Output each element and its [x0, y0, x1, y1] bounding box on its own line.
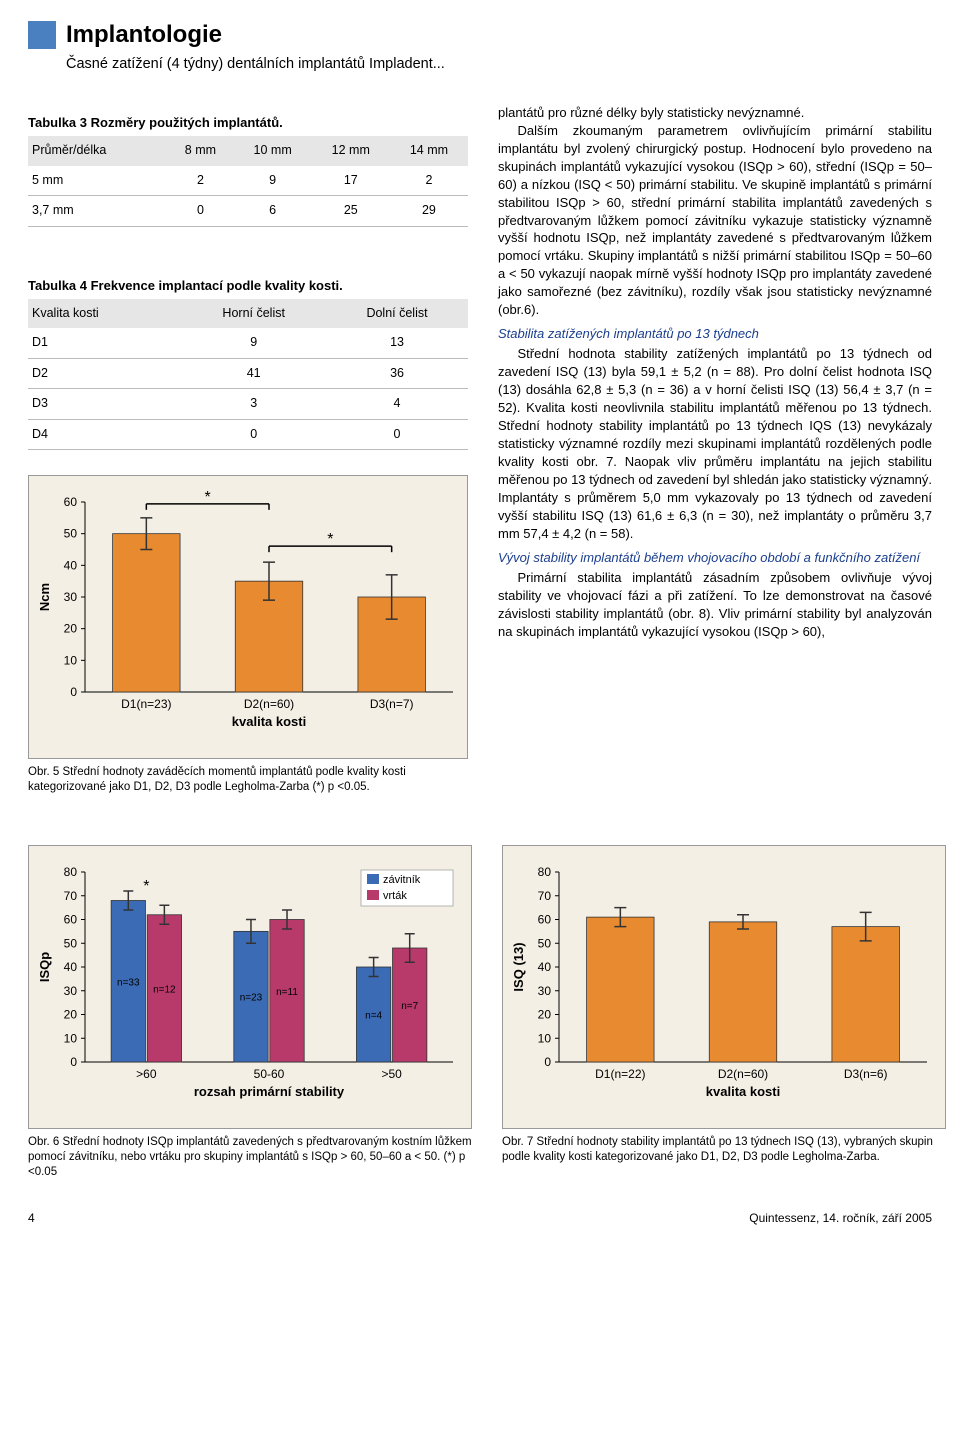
svg-text:40: 40: [64, 960, 78, 974]
svg-text:10: 10: [64, 1031, 78, 1045]
table3: Průměr/délka8 mm10 mm12 mm14 mm 5 mm2917…: [28, 136, 468, 227]
text-p2: Dalším zkoumaným parametrem ovlivňujícím…: [498, 122, 932, 319]
svg-text:n=7: n=7: [401, 1001, 418, 1012]
section-square-icon: [28, 21, 56, 49]
table4-title: Tabulka 4 Frekvence implantací podle kva…: [28, 277, 468, 295]
chart7-caption: Obr. 7 Střední hodnoty stability implant…: [502, 1135, 946, 1165]
svg-text:D1(n=23): D1(n=23): [121, 697, 171, 711]
page-number: 4: [28, 1210, 35, 1227]
svg-text:50-60: 50-60: [254, 1067, 285, 1081]
svg-text:n=33: n=33: [117, 977, 140, 988]
text-p3: Střední hodnota stability zatížených imp…: [498, 345, 932, 542]
table-row: 5 mm29172: [28, 166, 468, 196]
svg-text:*: *: [143, 878, 149, 895]
table-row: D24136: [28, 358, 468, 389]
table-header: 14 mm: [390, 136, 468, 166]
svg-text:50: 50: [64, 527, 78, 541]
text-p4: Primární stabilita implantátů zásadním z…: [498, 569, 932, 641]
table-header: Průměr/délka: [28, 136, 167, 166]
table-header: Horní čelist: [181, 299, 326, 329]
svg-text:vrták: vrták: [383, 890, 407, 902]
svg-text:0: 0: [544, 1055, 551, 1069]
section-title: Implantologie: [66, 18, 222, 52]
svg-text:30: 30: [64, 984, 78, 998]
text-p1: plantátů pro různé délky byly statistick…: [498, 104, 932, 122]
svg-text:n=12: n=12: [153, 984, 176, 995]
svg-text:D3(n=7): D3(n=7): [370, 697, 414, 711]
section-header: Implantologie: [28, 18, 932, 52]
svg-text:20: 20: [64, 622, 78, 636]
svg-text:kvalita kosti: kvalita kosti: [232, 714, 306, 729]
heading-vyvoj: Vývoj stability implantátů během vhojova…: [498, 549, 932, 567]
table-header: Kvalita kosti: [28, 299, 181, 329]
svg-text:ISQ (13): ISQ (13): [511, 942, 526, 991]
table4: Kvalita kostiHorní čelistDolní čelist D1…: [28, 299, 468, 451]
svg-text:Ncm: Ncm: [37, 583, 52, 611]
svg-text:10: 10: [64, 654, 78, 668]
svg-text:80: 80: [538, 865, 552, 879]
svg-text:20: 20: [64, 1008, 78, 1022]
table3-title: Tabulka 3 Rozměry použitých implantátů.: [28, 114, 468, 132]
svg-text:D1(n=22): D1(n=22): [595, 1067, 645, 1081]
svg-text:*: *: [205, 489, 211, 506]
svg-text:60: 60: [538, 913, 552, 927]
section-subtitle: Časné zatížení (4 týdny) dentálních impl…: [66, 54, 932, 74]
svg-text:30: 30: [64, 590, 78, 604]
table-row: D400: [28, 419, 468, 450]
svg-text:n=4: n=4: [365, 1011, 382, 1022]
svg-text:50: 50: [64, 936, 78, 950]
svg-text:60: 60: [64, 913, 78, 927]
chart6-caption: Obr. 6 Střední hodnoty ISQp implantátů z…: [28, 1135, 472, 1180]
svg-text:n=23: n=23: [240, 993, 263, 1004]
svg-text:30: 30: [538, 984, 552, 998]
svg-text:ISQp: ISQp: [37, 952, 52, 982]
svg-text:10: 10: [538, 1031, 552, 1045]
svg-text:80: 80: [64, 865, 78, 879]
svg-text:0: 0: [70, 685, 77, 699]
table-row: 3,7 mm062529: [28, 196, 468, 227]
svg-text:40: 40: [538, 960, 552, 974]
table-header: 12 mm: [312, 136, 390, 166]
page-footer: 4 Quintessenz, 14. ročník, září 2005: [28, 1210, 932, 1227]
svg-text:*: *: [327, 531, 333, 548]
svg-text:50: 50: [538, 936, 552, 950]
table-row: D334: [28, 389, 468, 420]
svg-text:rozsah primární stability: rozsah primární stability: [194, 1084, 345, 1099]
left-column: Tabulka 3 Rozměry použitých implantátů. …: [28, 104, 468, 795]
svg-text:20: 20: [538, 1008, 552, 1022]
chart7: 0 10 20 30 40 50 60 70 80 D1(n=22) D2(n=60) D3(n=6)…: [502, 845, 946, 1129]
table-header: 10 mm: [234, 136, 312, 166]
chart5-caption: Obr. 5 Střední hodnoty zaváděcích moment…: [28, 765, 468, 795]
svg-text:0: 0: [70, 1055, 77, 1069]
svg-text:>60: >60: [136, 1067, 157, 1081]
svg-text:D3(n=6): D3(n=6): [844, 1067, 888, 1081]
right-column: plantátů pro různé délky byly statistick…: [498, 104, 932, 795]
svg-text:n=11: n=11: [276, 987, 298, 998]
svg-text:D2(n=60): D2(n=60): [244, 697, 294, 711]
table-row: D1913: [28, 328, 468, 358]
svg-text:závitník: závitník: [383, 874, 421, 886]
svg-text:kvalita kosti: kvalita kosti: [706, 1084, 780, 1099]
svg-text:60: 60: [64, 495, 78, 509]
svg-text:70: 70: [64, 889, 78, 903]
table-header: Dolní čelist: [326, 299, 468, 329]
chart6: 0 10 20 30 40 50 60 70 80 n=33 n=12 >60 n=23 n=11 50-6…: [28, 845, 472, 1129]
svg-text:>50: >50: [381, 1067, 402, 1081]
chart5: 0 10 20 30 40 50 60 D1(n=23) D2(n=60) D3(n=7) * * Nc…: [28, 475, 468, 759]
journal-info: Quintessenz, 14. ročník, září 2005: [749, 1210, 932, 1227]
svg-text:D2(n=60): D2(n=60): [718, 1067, 768, 1081]
table-header: 8 mm: [167, 136, 233, 166]
svg-text:40: 40: [64, 559, 78, 573]
svg-text:70: 70: [538, 889, 552, 903]
heading-stabilita: Stabilita zatížených implantátů po 13 tý…: [498, 325, 932, 343]
